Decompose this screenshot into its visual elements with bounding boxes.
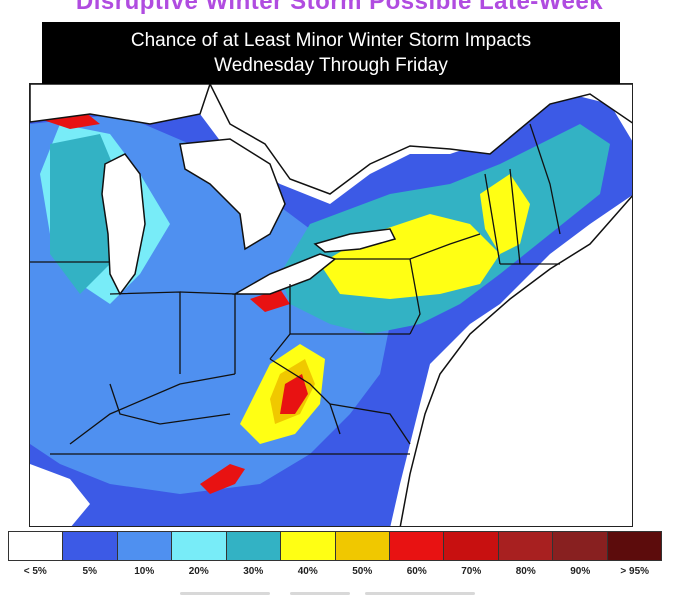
land-60 xyxy=(280,374,308,414)
land-40-ny xyxy=(320,214,500,299)
legend-label: 40% xyxy=(297,566,318,577)
legend-label: 30% xyxy=(243,566,264,577)
title-line-1: Chance of at Least Minor Winter Storm Im… xyxy=(130,30,532,51)
land-60-sw xyxy=(200,464,245,494)
lake-superior xyxy=(30,84,211,125)
legend-swatch xyxy=(335,532,390,560)
legend-swatch xyxy=(444,532,499,560)
legend-swatch xyxy=(281,532,336,560)
legend-swatch xyxy=(63,532,118,560)
lake-huron xyxy=(179,138,286,251)
legend-label: 90% xyxy=(570,566,591,577)
legend-swatch xyxy=(226,532,282,560)
legend-swatch xyxy=(607,532,662,560)
legend-swatch xyxy=(553,532,608,560)
canada xyxy=(209,84,632,195)
legend-label: 5% xyxy=(82,566,97,577)
map-title: Chance of at Least Minor Winter Storm Im… xyxy=(42,22,620,84)
probability-map xyxy=(29,83,633,527)
land-60-north xyxy=(40,112,100,129)
state-borders xyxy=(30,123,561,455)
headline-banner: Disruptive Winter Storm Possible Late-We… xyxy=(0,0,679,14)
map-canvas xyxy=(30,84,632,526)
lake-michigan xyxy=(101,153,146,296)
probability-fill xyxy=(30,88,632,526)
color-legend xyxy=(8,531,662,561)
legend-label: 20% xyxy=(188,566,209,577)
land-40-vt xyxy=(480,174,530,254)
legend-labels: < 5% 5% 10% 20% 30% 40% 50% 60% 70% 80% 90% > 95% xyxy=(8,566,662,580)
great-lakes xyxy=(30,84,397,296)
legend-label: 10% xyxy=(134,566,155,577)
legend-label: 60% xyxy=(406,566,427,577)
credit-line xyxy=(180,592,500,600)
legend-swatch xyxy=(9,532,64,560)
legend-label: > 95% xyxy=(620,566,650,577)
legend-swatch xyxy=(498,532,554,560)
headline-text: Disruptive Winter Storm Possible Late-We… xyxy=(75,0,604,14)
legend-label: < 5% xyxy=(23,566,47,577)
land-60-oh xyxy=(250,289,290,312)
legend-swatch xyxy=(117,532,173,560)
legend-label: 70% xyxy=(461,566,482,577)
atlantic-ocean xyxy=(399,195,632,526)
lake-ontario xyxy=(313,228,397,253)
legend-label: 50% xyxy=(352,566,373,577)
title-line-2: Wednesday Through Friday xyxy=(214,55,448,76)
southwest-gap xyxy=(30,464,90,526)
no-data-regions xyxy=(30,84,632,526)
legend-swatch xyxy=(172,532,227,560)
legend-swatch xyxy=(389,532,445,560)
legend-label: 80% xyxy=(515,566,536,577)
